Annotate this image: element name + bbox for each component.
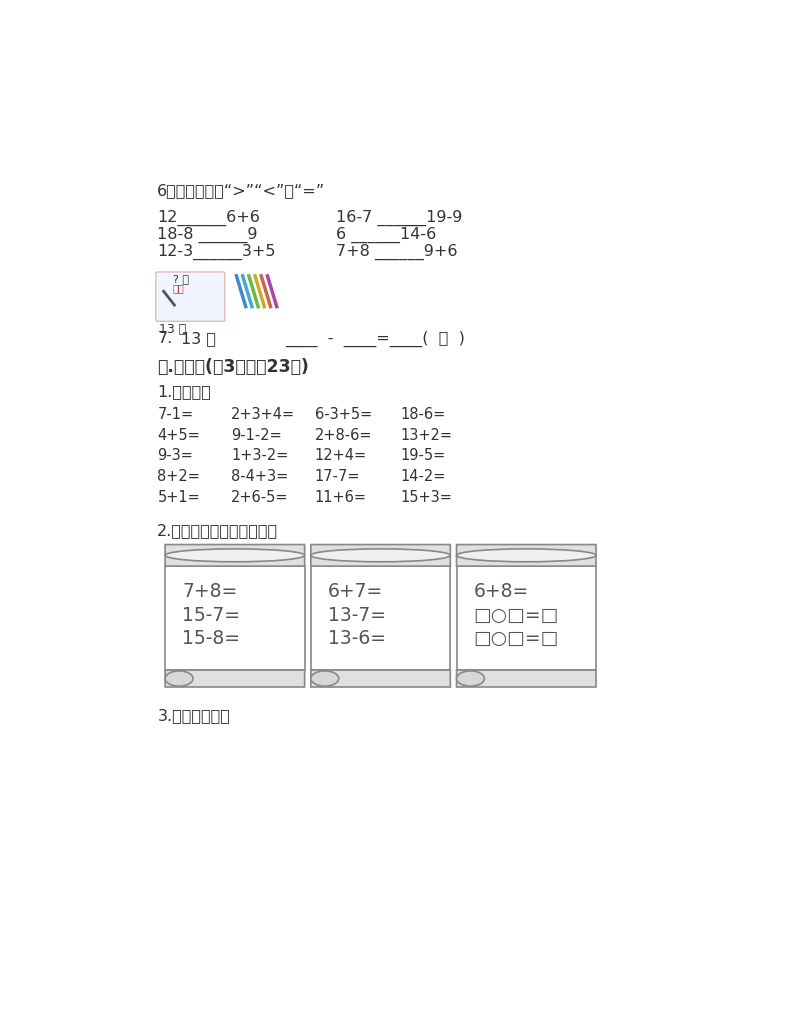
FancyBboxPatch shape [165,566,305,670]
Text: 7.: 7. [157,331,172,346]
Text: 13-6=: 13-6= [328,629,386,649]
Text: 2+6-5=: 2+6-5= [231,490,288,505]
Ellipse shape [457,549,596,561]
Text: 四.计算题(共3题，內23分): 四.计算题(共3题，內23分) [157,358,309,376]
Text: 15-7=: 15-7= [182,605,240,625]
Text: ____  -  ____=____(  支  ): ____ - ____=____( 支 ) [285,331,465,347]
Ellipse shape [310,671,339,686]
Text: 8-4+3=: 8-4+3= [231,469,288,484]
Text: 14-2=: 14-2= [400,469,445,484]
Text: 13+2=: 13+2= [400,428,452,442]
Text: 1+3-2=: 1+3-2= [231,448,288,464]
Text: 12+4=: 12+4= [314,448,367,464]
Text: 17-7=: 17-7= [314,469,360,484]
Text: 13 支: 13 支 [160,323,187,336]
FancyBboxPatch shape [457,670,596,687]
FancyBboxPatch shape [310,545,450,566]
Text: 16-7 ______19-9: 16-7 ______19-9 [336,210,462,226]
Text: 9-3=: 9-3= [157,448,193,464]
Text: 18-6=: 18-6= [400,407,445,421]
FancyBboxPatch shape [457,545,596,566]
FancyBboxPatch shape [156,272,225,321]
Text: 2+8-6=: 2+8-6= [314,428,372,442]
Text: 2+3+4=: 2+3+4= [231,407,295,421]
Ellipse shape [165,549,305,561]
Text: 15+3=: 15+3= [400,490,452,505]
Text: 7+8 ______9+6: 7+8 ______9+6 [336,244,457,260]
Text: 5+1=: 5+1= [157,490,200,505]
Text: 铅笔: 铅笔 [173,284,185,294]
Text: 11+6=: 11+6= [314,490,367,505]
Text: 15-8=: 15-8= [182,629,240,649]
Text: 13 支: 13 支 [180,331,216,346]
Text: 7+8=: 7+8= [182,582,237,601]
FancyBboxPatch shape [310,566,450,670]
Text: 6-3+5=: 6-3+5= [314,407,372,421]
FancyBboxPatch shape [165,670,305,687]
Text: 6 ______14-6: 6 ______14-6 [336,226,436,243]
Text: 18-8 ______9: 18-8 ______9 [157,226,258,243]
Ellipse shape [457,671,484,686]
Text: 19-5=: 19-5= [400,448,445,464]
FancyBboxPatch shape [165,545,305,566]
Text: 3.看图列算式。: 3.看图列算式。 [157,708,230,724]
Text: 8+2=: 8+2= [157,469,200,484]
Text: 12-3______3+5: 12-3______3+5 [157,244,276,260]
Text: ? 支: ? 支 [173,274,189,285]
Text: 4+5=: 4+5= [157,428,200,442]
FancyBboxPatch shape [310,670,450,687]
Text: 1.计算题。: 1.计算题。 [157,383,211,399]
Ellipse shape [310,549,450,561]
Text: 9-1-2=: 9-1-2= [231,428,282,442]
Text: 6+7=: 6+7= [328,582,384,601]
Text: 6在横线上填上“>”“<”或“=”: 6在横线上填上“>”“<”或“=” [157,183,326,198]
Text: □○□=□: □○□=□ [473,605,559,625]
Text: 12______6+6: 12______6+6 [157,210,260,226]
Text: 6+8=: 6+8= [473,582,529,601]
Text: 2.算一算，照样子写一写。: 2.算一算，照样子写一写。 [157,523,279,538]
Ellipse shape [165,671,193,686]
FancyBboxPatch shape [457,566,596,670]
Text: 13-7=: 13-7= [328,605,386,625]
Text: 7-1=: 7-1= [157,407,194,421]
Text: □○□=□: □○□=□ [473,629,559,649]
